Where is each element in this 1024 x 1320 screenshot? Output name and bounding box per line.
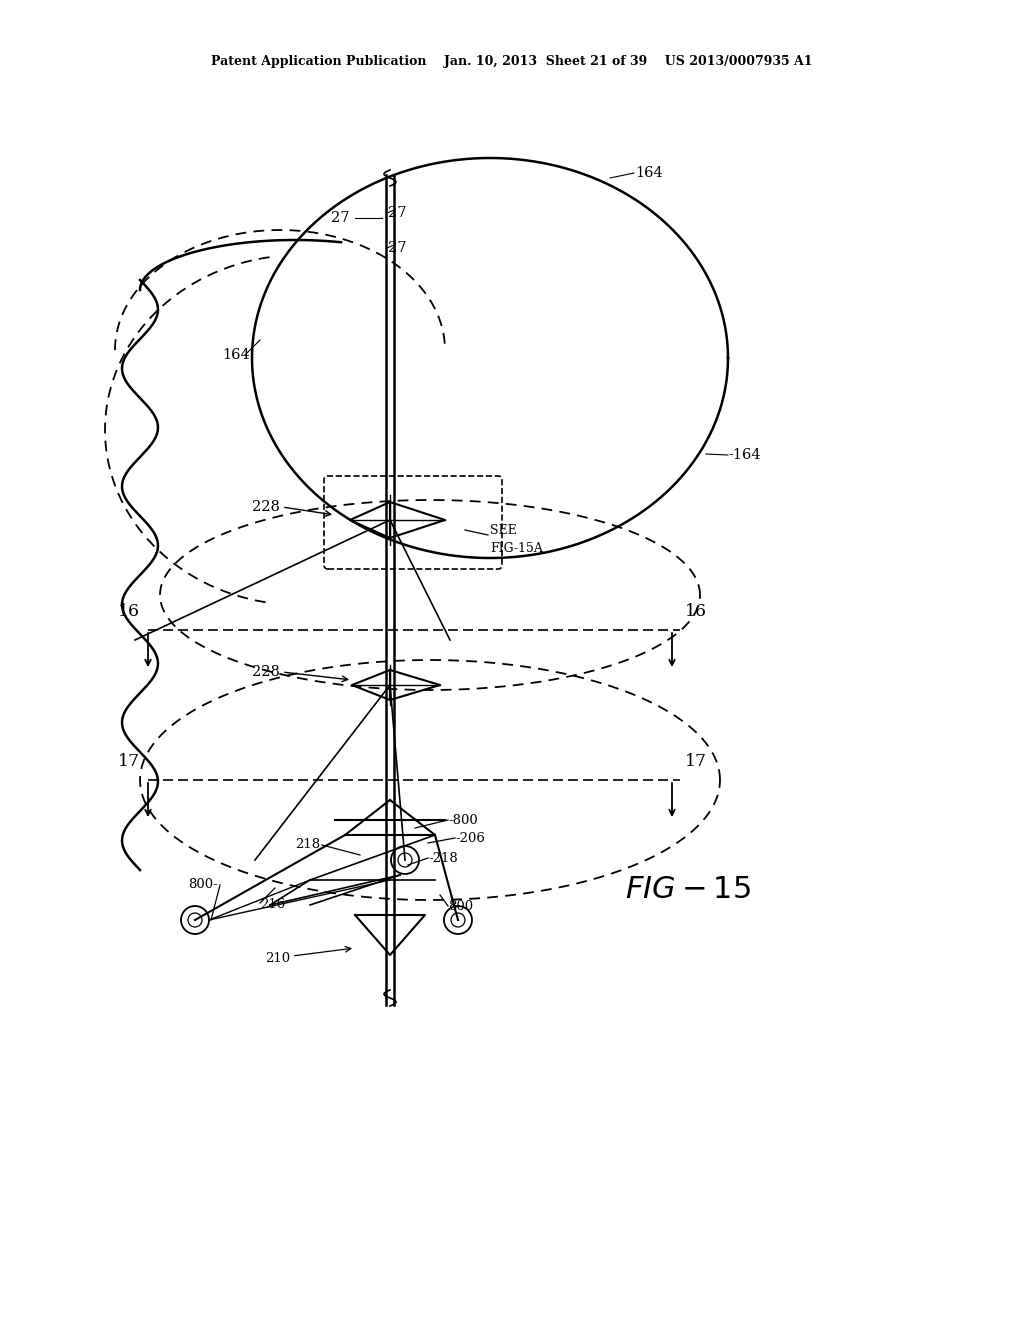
Text: 164: 164 (222, 348, 250, 362)
Text: -206: -206 (455, 832, 485, 845)
Text: -800: -800 (449, 813, 478, 826)
Text: 16: 16 (118, 603, 140, 620)
Text: -164: -164 (728, 447, 761, 462)
Text: 27: 27 (388, 242, 407, 255)
Text: 228: 228 (252, 500, 280, 513)
Text: 216: 216 (260, 899, 286, 912)
Text: 164: 164 (635, 166, 663, 180)
Text: 800: 800 (449, 899, 473, 912)
Text: 16: 16 (685, 603, 707, 620)
Text: 218: 218 (295, 838, 319, 851)
Text: SEE: SEE (490, 524, 517, 536)
Text: FIG-15A: FIG-15A (490, 541, 543, 554)
Text: 17: 17 (118, 754, 140, 771)
Text: 27: 27 (332, 211, 350, 224)
Text: 800-: 800- (188, 879, 218, 891)
Text: -218: -218 (428, 851, 458, 865)
Text: 17: 17 (685, 754, 708, 771)
Text: Patent Application Publication    Jan. 10, 2013  Sheet 21 of 39    US 2013/00079: Patent Application Publication Jan. 10, … (211, 55, 813, 69)
Text: $\it{FIG-15}$: $\it{FIG-15}$ (625, 874, 751, 906)
Text: 228: 228 (252, 665, 280, 678)
Text: 210: 210 (265, 952, 290, 965)
Text: 27: 27 (388, 206, 407, 220)
